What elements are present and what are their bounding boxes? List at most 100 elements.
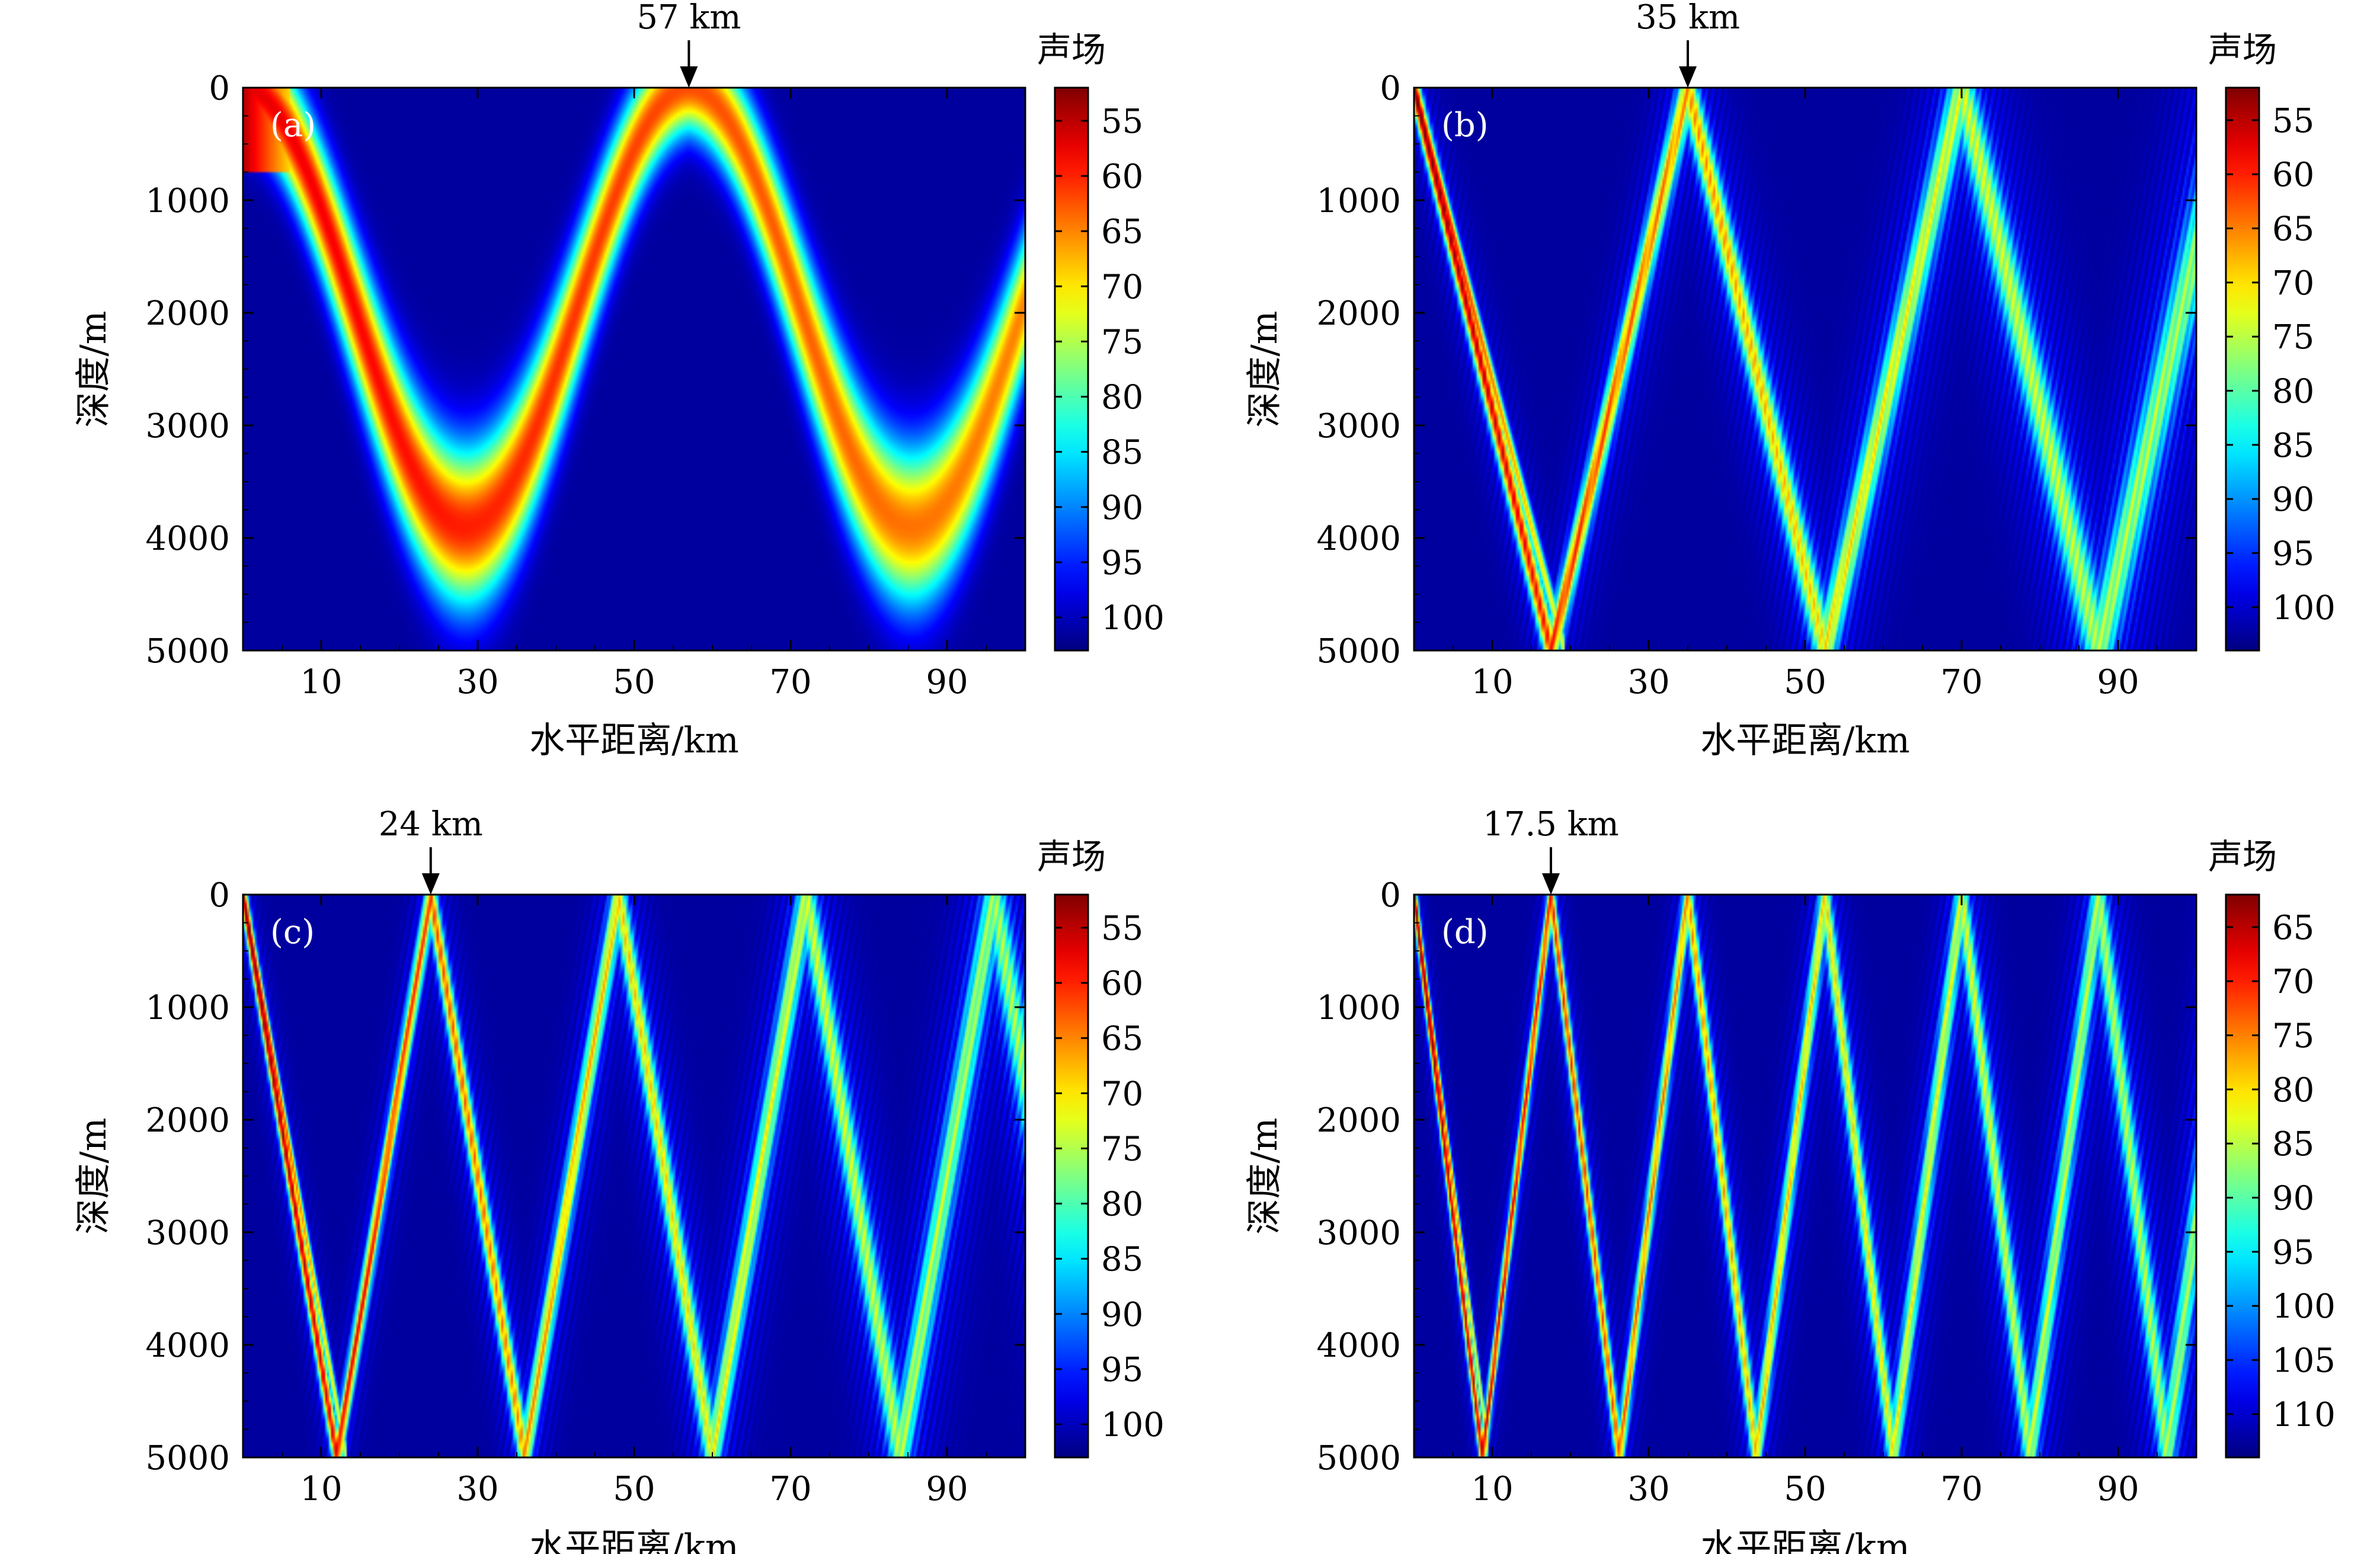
- y-tick-label: 3000: [1316, 1214, 1401, 1252]
- y-tick-label: 5000: [1316, 1439, 1401, 1478]
- heatmap-a: [243, 88, 1025, 651]
- colorbar-tick-label: 95: [2272, 1233, 2314, 1272]
- x-tick-label: 10: [1471, 1470, 1513, 1508]
- colorbar: [1054, 86, 1089, 652]
- x-axis-label: 水平距离/km: [1700, 1527, 1909, 1554]
- y-tick-label: 2000: [1316, 1101, 1401, 1140]
- y-tick-label: 4000: [145, 1326, 230, 1365]
- y-tick-label: 5000: [145, 1439, 230, 1478]
- x-tick-label: 50: [613, 663, 655, 701]
- panel-label: (b): [1441, 106, 1489, 145]
- x-tick-label: 30: [456, 663, 498, 701]
- colorbar-tick-label: 105: [2272, 1342, 2336, 1380]
- colorbar: [1054, 893, 1089, 1459]
- colorbar-tick-label: 70: [2272, 963, 2314, 1001]
- colorbar-tick-label: 65: [1101, 1020, 1143, 1058]
- colorbar-tick-label: 85: [1101, 434, 1143, 472]
- x-tick-label: 30: [456, 1470, 498, 1508]
- x-tick-label: 30: [1627, 1470, 1669, 1508]
- colorbar-title: 声场: [1037, 30, 1106, 70]
- x-tick-label: 70: [769, 1470, 811, 1508]
- colorbar-tick-label: 85: [1101, 1241, 1143, 1279]
- annotation-arrowhead: [1679, 66, 1697, 88]
- colorbar-tick-label: 65: [2272, 909, 2314, 947]
- colorbar-tick-label: 75: [2272, 1017, 2314, 1056]
- y-tick-label: 0: [1380, 876, 1401, 915]
- y-tick-label: 0: [209, 69, 230, 108]
- panels: 10 30 50 70 90010002000300040005000水平距离/km深度…: [73, 0, 2336, 1554]
- colorbar: [2225, 893, 2260, 1459]
- x-tick-label: 70: [769, 663, 811, 701]
- heatmap-c: [243, 895, 1025, 1457]
- colorbar-tick-label: 75: [1101, 323, 1143, 361]
- x-tick-label: 30: [1627, 663, 1669, 701]
- y-tick-label: 4000: [145, 520, 230, 558]
- y-tick-label: 0: [209, 876, 230, 915]
- colorbar-tick-label: 80: [2272, 373, 2314, 411]
- colorbar-title: 声场: [2208, 837, 2277, 877]
- y-axis-label: 深度/m: [1244, 310, 1285, 427]
- y-axis-label: 深度/m: [1244, 1117, 1285, 1234]
- x-tick-label: 90: [926, 663, 968, 701]
- panel-c: 10 30 50 70 90 0 1000 2000 3000 4000 5000 水平距离/km 深度…: [73, 805, 1165, 1554]
- colorbar-tick-label: 70: [1101, 1075, 1143, 1113]
- x-tick-label: 90: [2097, 663, 2139, 701]
- panel-label: (a): [270, 106, 316, 145]
- annotation-label: 24 km: [379, 805, 483, 844]
- colorbar-tick-label: 100: [2272, 589, 2336, 627]
- colorbar-tick-label: 95: [1101, 1351, 1143, 1389]
- colorbar-tick-label: 55: [1101, 102, 1143, 141]
- x-tick-label: 50: [1784, 1470, 1826, 1508]
- colorbar-tick-label: 60: [1101, 965, 1143, 1003]
- panel-d: 10 30 50 70 90 0 1000 2000 3000 4000 5000 水平距离/km 深度…: [1244, 805, 2336, 1554]
- x-tick-label: 10: [1471, 663, 1513, 701]
- y-tick-label: 1000: [1316, 182, 1401, 220]
- x-axis-label: 水平距离/km: [529, 1527, 738, 1554]
- colorbar-tick-label: 55: [1101, 909, 1143, 948]
- x-axis-label: 水平距离/km: [529, 720, 738, 761]
- panel-b: 10 30 50 70 90 0 1000 2000 3000 4000 5000 水平距离/km 深度…: [1244, 0, 2336, 761]
- colorbar-tick-label: 90: [1101, 1296, 1143, 1334]
- x-tick-label: 70: [1940, 663, 1982, 701]
- colorbar-title: 声场: [2208, 30, 2277, 70]
- y-tick-label: 3000: [145, 407, 230, 446]
- annotation-arrowhead: [421, 873, 440, 895]
- colorbar: [2225, 86, 2260, 652]
- y-tick-label: 1000: [1316, 989, 1401, 1027]
- colorbar-title: 声场: [1037, 837, 1106, 877]
- annotation-arrowhead: [1542, 873, 1560, 895]
- y-axis-label: 深度/m: [73, 310, 114, 427]
- x-tick-label: 50: [1784, 663, 1826, 701]
- y-tick-label: 5000: [1316, 632, 1401, 671]
- y-tick-label: 0: [1380, 69, 1401, 108]
- colorbar-tick-label: 100: [1101, 1406, 1165, 1444]
- colorbar-tick-label: 110: [2272, 1396, 2336, 1434]
- y-tick-label: 3000: [145, 1214, 230, 1252]
- panel-a: 10 30 50 70 90 0 1000 2000 3000 4000 5000 水平距离/km 深度…: [73, 0, 1165, 761]
- colorbar-tick-label: 60: [1101, 158, 1143, 196]
- y-tick-label: 2000: [1316, 294, 1401, 333]
- colorbar-tick-label: 80: [1101, 379, 1143, 417]
- colorbar-tick-label: 100: [2272, 1287, 2336, 1326]
- y-tick-label: 5000: [145, 632, 230, 671]
- y-axis-label: 深度/m: [73, 1117, 114, 1234]
- x-axis-label: 水平距离/km: [1700, 720, 1909, 761]
- x-tick-label: 70: [1940, 1470, 1982, 1508]
- y-tick-label: 4000: [1316, 520, 1401, 558]
- y-tick-label: 4000: [1316, 1326, 1401, 1365]
- colorbar-tick-label: 90: [1101, 489, 1143, 527]
- colorbar-tick-label: 80: [1101, 1185, 1143, 1224]
- colorbar-tick-label: 70: [1101, 268, 1143, 306]
- colorbar-tick-label: 100: [1101, 599, 1165, 637]
- heatmap-d: [1414, 895, 2196, 1457]
- colorbar-tick-label: 90: [2272, 1180, 2314, 1218]
- colorbar-tick-label: 95: [2272, 535, 2314, 573]
- x-tick-label: 50: [613, 1470, 655, 1508]
- panel-label: (d): [1441, 913, 1489, 951]
- colorbar-tick-label: 65: [2272, 210, 2314, 249]
- y-tick-label: 2000: [145, 1101, 230, 1140]
- colorbar-tick-label: 60: [2272, 156, 2314, 194]
- y-tick-label: 2000: [145, 294, 230, 333]
- colorbar-tick-label: 80: [2272, 1071, 2314, 1110]
